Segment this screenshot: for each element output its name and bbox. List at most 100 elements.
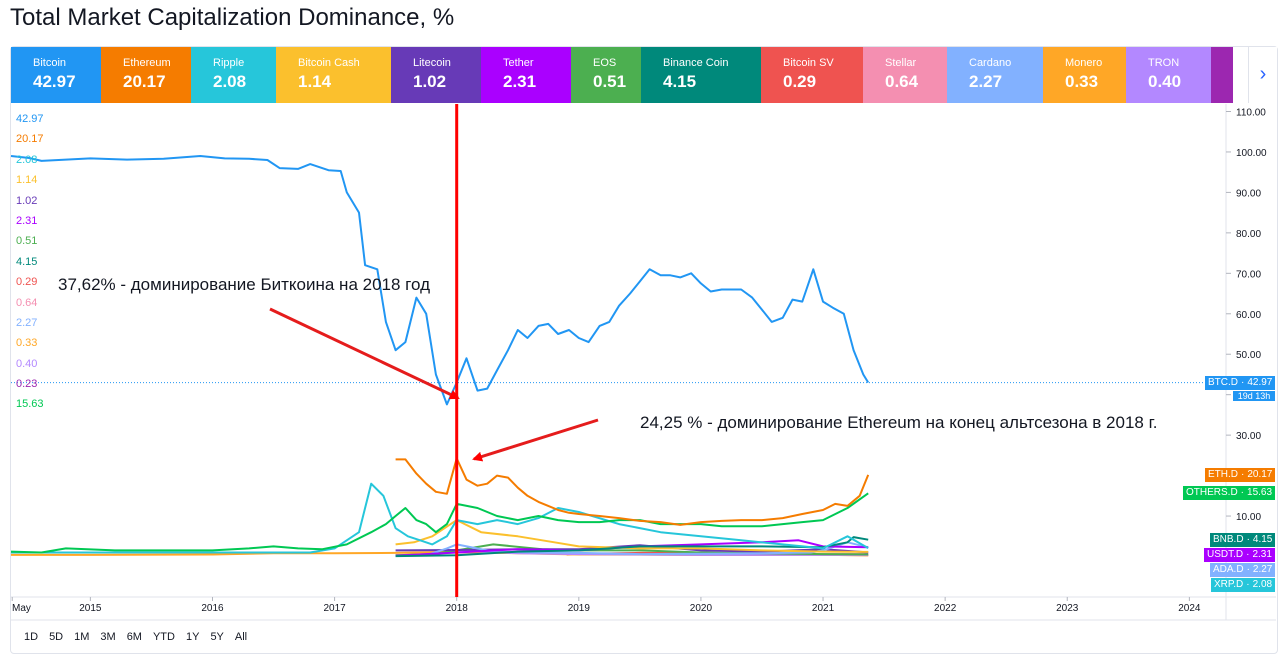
tile-value: 2.27: [969, 72, 1003, 91]
tile-partial[interactable]: [1211, 47, 1233, 103]
range-1m[interactable]: 1M: [74, 631, 90, 643]
tile-name: Ripple: [213, 57, 245, 69]
price-label-separator: ·: [1241, 468, 1245, 480]
price-label-separator: ·: [1241, 376, 1245, 388]
tile-litecoin[interactable]: Litecoin 1.02: [391, 47, 481, 103]
price-label-value: 20.17: [1247, 468, 1273, 480]
price-label-symbol: BNB.D: [1213, 533, 1244, 545]
range-5y[interactable]: 5Y: [210, 631, 224, 643]
legend-value: 0.51: [16, 235, 38, 248]
legend-value: 0.23: [16, 378, 38, 391]
tile-value: 1.14: [298, 72, 332, 91]
tile-value: 2.31: [503, 72, 537, 91]
price-label-value: 2.27: [1252, 563, 1273, 575]
page-title: Total Market Capitalization Dominance, %: [10, 4, 455, 31]
tile-value: 2.08: [213, 72, 247, 91]
tile-value: 4.15: [663, 72, 697, 91]
legend-value: 0.29: [16, 276, 38, 289]
tile-name: Binance Coin: [663, 57, 729, 69]
tile-value: 0.33: [1065, 72, 1099, 91]
tile-monero[interactable]: Monero 0.33: [1043, 47, 1126, 103]
tile-name: Stellar: [885, 57, 917, 69]
legend-value: 0.64: [16, 296, 38, 309]
tile-stellar[interactable]: Stellar 0.64: [863, 47, 947, 103]
tile-name: Ethereum: [123, 57, 171, 69]
tile-bitcoin[interactable]: Bitcoin 42.97: [11, 47, 101, 103]
legend-values: 42.97 20.17 2.08 1.14 1.02 2.31 0.51 4.15 0.29 0.…: [16, 112, 76, 418]
price-label-value: 15.63: [1247, 487, 1273, 499]
price-label-symbol: ETH.D: [1208, 468, 1238, 480]
legend-value: 20.17: [16, 133, 44, 146]
price-label-separator: ·: [1240, 487, 1245, 499]
tile-binance-coin[interactable]: Binance Coin 4.15: [641, 47, 761, 103]
range-5d[interactable]: 5D: [49, 631, 64, 643]
tile-name: Litecoin: [413, 57, 451, 69]
range-6m[interactable]: 6M: [126, 631, 142, 643]
legend-value: 4.15: [16, 255, 38, 268]
btc-annotation: 37,62% - доминирование Биткоина на 2018 …: [58, 275, 430, 294]
tile-eos[interactable]: EOS 0.51: [571, 47, 641, 103]
tile-tether[interactable]: Tether 2.31: [481, 47, 571, 103]
bar-countdown: 19d 13h: [1233, 391, 1275, 401]
price-label-separator: ·: [1246, 578, 1250, 590]
price-label-symbol: XRP.D: [1214, 578, 1244, 590]
tile-value: 20.17: [123, 72, 166, 91]
legend-value: 1.14: [16, 174, 38, 187]
price-label-eth-d: ETH.D · 20.17: [1205, 467, 1276, 482]
price-label-separator: ·: [1246, 533, 1250, 545]
next-tiles-button[interactable]: ›: [1248, 47, 1277, 103]
legend-value: 42.97: [16, 113, 44, 125]
tile-name: Cardano: [969, 57, 1012, 69]
chart-frame: [10, 46, 1278, 654]
price-label-value: 42.97: [1247, 376, 1273, 388]
price-label-value: 2.08: [1252, 578, 1273, 590]
range-1d[interactable]: 1D: [24, 631, 39, 643]
price-label-symbol: USDT.D: [1207, 548, 1244, 560]
dominance-tiles-bar: Bitcoin 42.97 Ethereum 20.17 Ripple 2.08 Bitco…: [11, 47, 1276, 103]
tile-value: 0.64: [885, 72, 919, 91]
legend-value: 0.40: [16, 357, 38, 370]
price-label-separator: ·: [1246, 548, 1250, 560]
chevron-right-icon: ›: [1259, 63, 1267, 85]
tile-value: 42.97: [33, 72, 76, 91]
tile-ripple[interactable]: Ripple 2.08: [191, 47, 276, 103]
price-label-symbol: ADA.D: [1213, 563, 1244, 575]
tile-tron[interactable]: TRON 0.40: [1126, 47, 1211, 103]
legend-value: 1.02: [16, 194, 38, 207]
tile-name: Bitcoin SV: [783, 57, 834, 69]
price-label-value: 2.31: [1252, 548, 1272, 560]
tile-name: Tether: [503, 57, 534, 69]
tile-name: TRON: [1148, 57, 1180, 69]
tile-value: 0.40: [1148, 72, 1182, 91]
tile-name: EOS: [593, 57, 617, 69]
legend-value: 15.63: [16, 398, 44, 411]
tile-bitcoin-sv[interactable]: Bitcoin SV 0.29: [761, 47, 863, 103]
eth-annotation: 24,25 % - доминирование Ethereum на коне…: [640, 413, 1158, 432]
legend-value: 2.27: [16, 316, 38, 329]
price-label-btc-d: BTC.D · 42.97: [1205, 375, 1276, 390]
tile-ethereum[interactable]: Ethereum 20.17: [101, 47, 191, 103]
range-1y[interactable]: 1Y: [185, 631, 200, 643]
legend-value: 2.08: [16, 153, 38, 166]
range-3m[interactable]: 3M: [100, 631, 116, 643]
tile-name: Bitcoin: [33, 57, 67, 69]
legend-value: 2.31: [16, 214, 38, 227]
price-label-value: 4.15: [1252, 533, 1273, 545]
price-label-ada-d: ADA.D · 2.27: [1210, 562, 1276, 577]
tile-name: Bitcoin Cash: [298, 57, 360, 69]
tile-name: Monero: [1065, 57, 1103, 69]
price-label-separator: ·: [1246, 563, 1250, 575]
price-label-xrp-d: XRP.D · 2.08: [1211, 577, 1276, 592]
price-label-bnb-d: BNB.D · 4.15: [1210, 532, 1276, 547]
tile-value: 1.02: [413, 72, 447, 91]
legend-value: 0.33: [16, 337, 38, 350]
tile-cardano[interactable]: Cardano 2.27: [947, 47, 1043, 103]
price-label-symbol: OTHERS.D: [1186, 487, 1238, 499]
tile-value: 0.29: [783, 72, 817, 91]
range-all[interactable]: All: [234, 631, 248, 643]
price-label-symbol: BTC.D: [1208, 376, 1238, 388]
price-label-usdt-d: USDT.D · 2.31: [1204, 547, 1275, 562]
range-ytd[interactable]: YTD: [152, 631, 175, 643]
tile-bitcoin-cash[interactable]: Bitcoin Cash 1.14: [276, 47, 391, 103]
time-range-selector: 1D 5D 1M 3M 6M YTD 1Y 5Y All: [24, 631, 247, 643]
